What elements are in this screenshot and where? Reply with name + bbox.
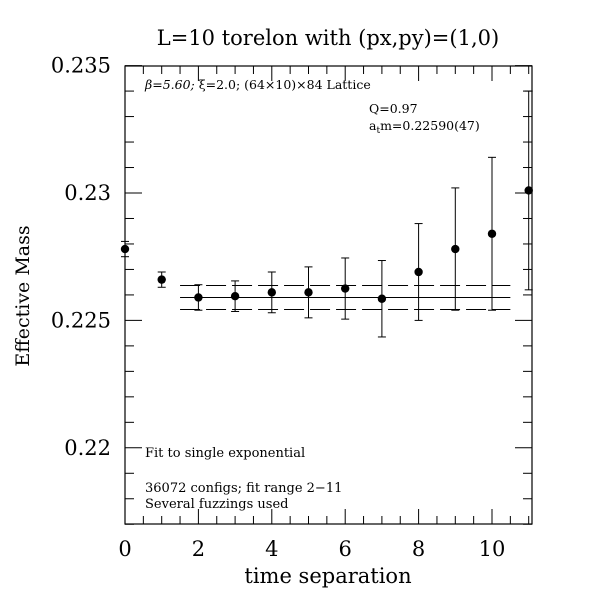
y-tick-label: 0.23 xyxy=(64,181,111,205)
y-tick-label: 0.225 xyxy=(51,308,111,332)
mass-annotation: atm=0.22590(47) xyxy=(369,118,480,136)
data-point xyxy=(524,186,533,195)
data-point xyxy=(414,267,423,277)
data-point xyxy=(377,294,387,303)
data-point xyxy=(120,244,130,254)
lattice-xi: ξ=2.0; (64×10)×84 Lattice xyxy=(199,77,371,92)
x-tick-label: 4 xyxy=(265,537,278,561)
mass-subscript: t xyxy=(376,126,380,136)
data-point xyxy=(194,293,203,302)
x-tick-label: 0 xyxy=(118,537,131,561)
data-point xyxy=(341,284,350,293)
y-tick-label: 0.22 xyxy=(64,436,111,460)
data-point xyxy=(304,288,313,297)
data-point xyxy=(157,275,166,284)
x-tick-label: 6 xyxy=(339,537,352,561)
y-axis-label: Effective Mass xyxy=(12,225,34,366)
data-point xyxy=(267,288,276,297)
x-tick-label: 2 xyxy=(192,537,205,561)
lattice-beta: β=5.60; xyxy=(144,77,199,92)
axis-tick-labels: 0 2 4 6 8 10 0.22 0.225 0.23 0.235 xyxy=(51,54,505,561)
data-point xyxy=(230,291,240,301)
chart-title: L=10 torelon with (px,py)=(1,0) xyxy=(157,26,499,50)
fuzzing-note: Several fuzzings used xyxy=(145,497,289,512)
x-axis-label: time separation xyxy=(244,564,411,588)
data-point xyxy=(487,229,497,238)
x-tick-label: 10 xyxy=(479,537,506,561)
axis-ticks xyxy=(125,65,532,525)
lattice-annotation: β=5.60; ξ=2.0; (64×10)×84 Lattice xyxy=(144,77,371,92)
mass-prefix: a xyxy=(369,118,377,133)
data-point xyxy=(451,244,460,254)
q-value-annotation: Q=0.97 xyxy=(369,101,418,116)
y-tick-label: 0.235 xyxy=(51,54,111,78)
data-points xyxy=(120,90,533,338)
configs-note: 36072 configs; fit range 2−11 xyxy=(145,481,342,496)
x-tick-label: 8 xyxy=(412,537,425,561)
mass-value: m=0.22590(47) xyxy=(380,118,480,133)
fit-note: Fit to single exponential xyxy=(145,446,305,461)
